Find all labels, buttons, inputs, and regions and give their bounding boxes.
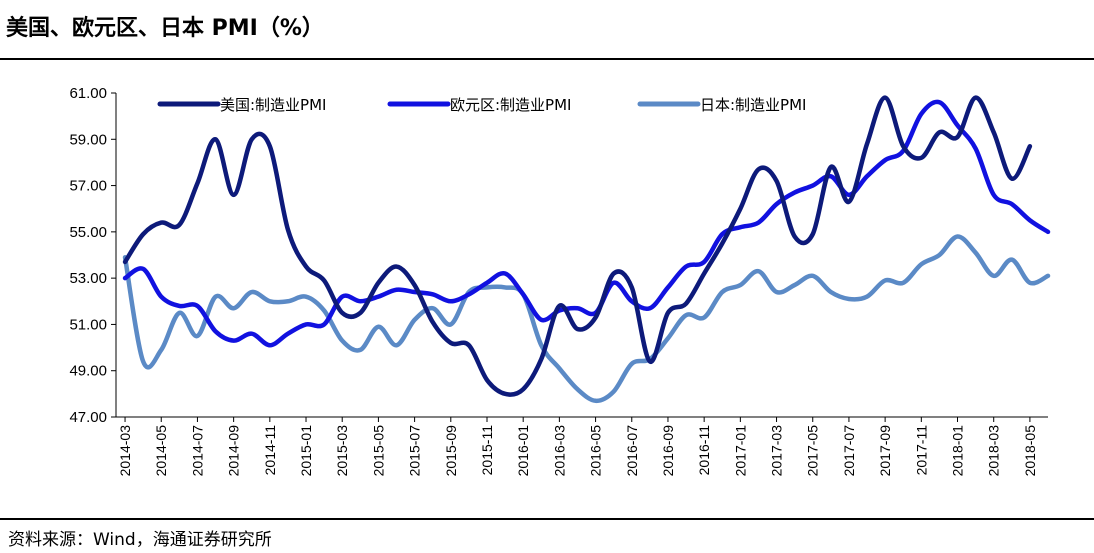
top-divider	[0, 58, 1094, 60]
x-tick-label: 2018-05	[1022, 425, 1038, 477]
x-tick-label: 2017-01	[732, 425, 748, 477]
x-tick-label: 2016-11	[696, 425, 712, 476]
x-tick-label: 2016-01	[515, 425, 531, 477]
page-title: 美国、欧元区、日本 PMI（%）	[6, 16, 324, 41]
x-tick-label: 2015-07	[407, 425, 423, 477]
legend: 美国:制造业PMI 欧元区:制造业PMI 日本:制造业PMI	[157, 96, 806, 114]
x-tick-label: 2017-03	[769, 425, 785, 477]
x-tick-label: 2018-01	[950, 425, 966, 477]
series-line-1	[122, 99, 1051, 348]
x-tick-label: 2016-05	[588, 425, 604, 477]
y-tick-label: 49.00	[69, 363, 107, 380]
legend-label: 日本:制造业PMI	[700, 96, 806, 114]
series-line-2	[122, 234, 1051, 404]
y-tick-label: 59.00	[69, 131, 107, 148]
y-tick-label: 53.00	[69, 270, 107, 287]
y-tick-label: 51.00	[69, 316, 107, 333]
x-tick-label: 2017-09	[877, 425, 893, 477]
x-tick-label: 2015-01	[298, 425, 314, 477]
x-axis: 2014-03 2014-05 2014-07 2014-09 2014-11 2015-…	[116, 416, 1048, 477]
x-tick-label: 2014-07	[189, 425, 205, 477]
y-axis: 47.00 49.00 51.00 53.00 55.00 57.00 59.00 61.00	[69, 85, 117, 426]
bottom-divider	[0, 518, 1094, 520]
x-tick-label: 2017-05	[805, 425, 821, 477]
legend-label: 美国:制造业PMI	[220, 96, 326, 114]
legend-label: 欧元区:制造业PMI	[450, 96, 571, 114]
x-tick-label: 2014-11	[262, 425, 278, 476]
x-tick-label: 2015-05	[370, 425, 386, 477]
x-tick-label: 2017-11	[913, 425, 929, 476]
x-tick-label: 2018-03	[986, 425, 1002, 477]
series-line-0	[122, 95, 1033, 397]
x-tick-label: 2014-05	[153, 425, 169, 477]
x-tick-label: 2015-11	[479, 425, 495, 476]
source-note: 资料来源：Wind，海通证券研究所	[8, 530, 272, 550]
x-tick-label: 2015-03	[334, 425, 350, 477]
y-tick-label: 61.00	[69, 85, 107, 102]
x-tick-label: 2014-09	[226, 425, 242, 477]
y-tick-label: 47.00	[69, 409, 107, 426]
series-lines	[122, 95, 1051, 404]
x-tick-label: 2014-03	[117, 425, 133, 477]
y-tick-label: 57.00	[69, 178, 107, 195]
y-tick-label: 55.00	[69, 224, 107, 241]
x-tick-label: 2016-09	[660, 425, 676, 477]
x-tick-label: 2017-07	[841, 425, 857, 477]
x-tick-label: 2016-07	[624, 425, 640, 477]
x-tick-label: 2015-09	[443, 425, 459, 477]
x-tick-label: 2016-03	[551, 425, 567, 477]
